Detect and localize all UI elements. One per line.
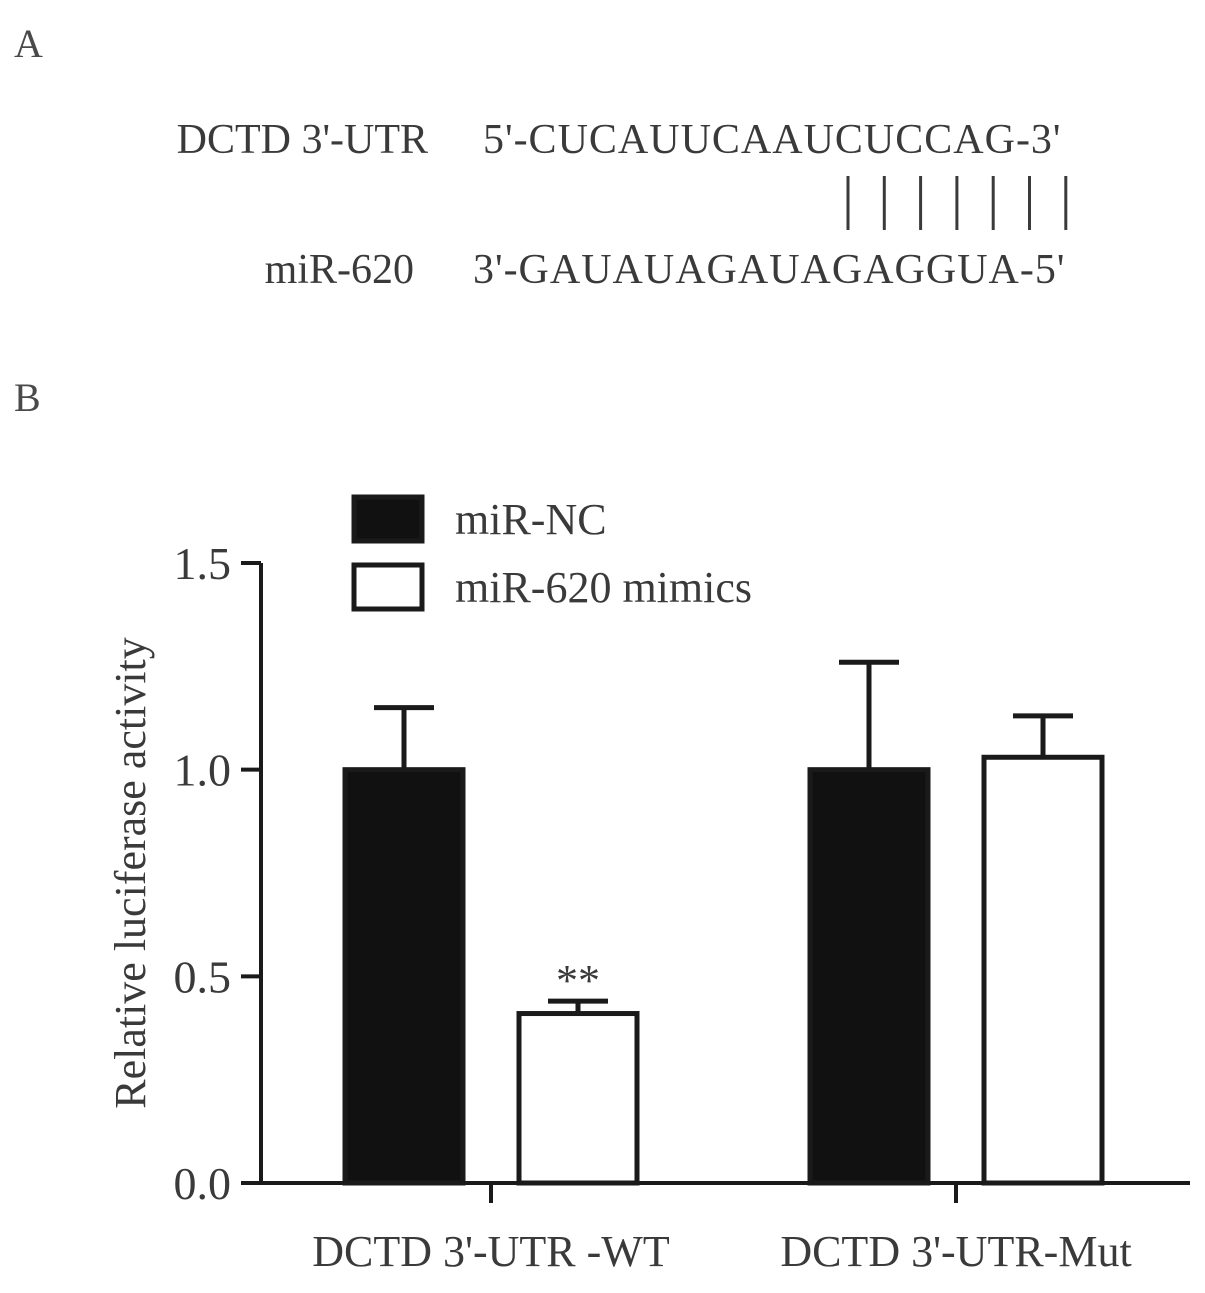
y-axis-label: Relative luciferase activity xyxy=(106,637,155,1109)
mirna-name-label: miR-620 xyxy=(264,247,414,293)
bar xyxy=(516,1011,640,1186)
legend-label: miR-NC xyxy=(455,495,607,544)
bar xyxy=(342,767,466,1186)
bar xyxy=(807,767,931,1186)
y-tick-label: 0.0 xyxy=(174,1158,232,1209)
bar xyxy=(981,754,1105,1186)
x-tick-label: DCTD 3'-UTR -WT xyxy=(312,1227,670,1276)
mirna-sequence: 3'-GAUAUAGAUAGAGGUA-5' xyxy=(473,247,1066,293)
x-tick-label: DCTD 3'-UTR-Mut xyxy=(780,1227,1131,1276)
gene-sequence: 5'-CUCAUUCAAUCUCCAG-3' xyxy=(483,117,1062,163)
legend-swatch xyxy=(351,562,425,612)
y-tick-label: 1.5 xyxy=(174,538,232,589)
legend-swatch xyxy=(351,494,425,544)
significance-marker: ** xyxy=(556,956,600,1005)
y-tick-label: 0.5 xyxy=(174,951,232,1002)
panel-b-label: B xyxy=(14,375,41,420)
legend-label: miR-620 mimics xyxy=(455,563,752,612)
gene-name-label: DCTD 3'-UTR xyxy=(176,117,428,163)
base-pairing-lines xyxy=(846,176,1068,230)
panel-a-label: A xyxy=(14,21,43,66)
y-tick-label: 1.0 xyxy=(174,745,232,796)
